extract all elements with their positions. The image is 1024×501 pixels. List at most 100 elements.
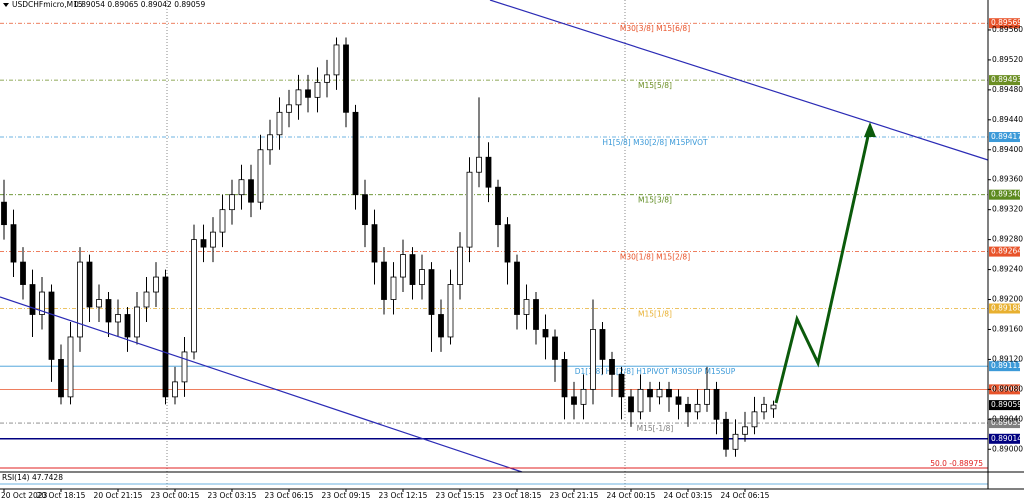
x-tick-label: 20 Oct 21:15 [94, 491, 143, 500]
candle-body [67, 336, 74, 398]
price-tag [989, 132, 1020, 143]
price-tag-label: 0.89569 [991, 18, 1022, 27]
candle-body [742, 426, 748, 435]
y-tick-label: 0.89360 [992, 175, 1023, 184]
candle-body [286, 104, 292, 113]
candle-body [552, 336, 558, 360]
candle-body [400, 254, 406, 278]
candle-body [162, 276, 169, 398]
price-tag-label: 0.89264 [991, 247, 1022, 256]
candle-body [181, 351, 188, 383]
level-label: M15[3/8] [638, 196, 672, 205]
menu-arrow[interactable] [3, 3, 9, 7]
price-tag-label: 0.89111 [991, 361, 1022, 370]
candle-body [637, 388, 644, 413]
price-tag [989, 418, 1020, 429]
y-tick-label: 0.89160 [992, 324, 1023, 333]
x-tick-label: 24 Oct 03:15 [664, 491, 713, 500]
price-tag-label: 0.89080 [991, 384, 1022, 393]
price-tag [989, 361, 1020, 372]
y-tick-label: 0.89000 [992, 444, 1023, 453]
candle-body [523, 299, 530, 315]
candle-body [504, 224, 511, 263]
candle-body [447, 284, 454, 338]
price-tag [989, 433, 1020, 444]
candle-body [210, 231, 216, 248]
y-tick-label: 0.89040 [992, 414, 1023, 423]
candle-body [248, 179, 254, 203]
price-tag-label: 0.89417 [991, 132, 1022, 141]
candle-body [495, 186, 501, 226]
level-label: H1[5/8] M30[2/8] M15PIVOT [602, 138, 708, 147]
candle-body [305, 89, 311, 98]
candle-body [419, 269, 425, 285]
candle-body [685, 403, 691, 413]
y-tick-label: 0.89280 [992, 235, 1023, 244]
x-tick-label: 23 Oct 18:15 [493, 491, 542, 500]
candle-body [124, 314, 131, 338]
candle-body [476, 156, 482, 173]
candle-body [58, 359, 64, 398]
forecast-arrow [774, 126, 872, 404]
y-tick-label: 0.89200 [992, 295, 1023, 304]
candle-body [324, 74, 330, 83]
candle-body [628, 396, 634, 413]
y-tick-label: 0.89400 [992, 145, 1023, 154]
candle-body [599, 329, 606, 360]
candle-body [314, 81, 321, 98]
candle-body [295, 89, 302, 106]
candle-body [257, 149, 264, 203]
candle-body [10, 224, 17, 263]
candle-body [267, 134, 273, 151]
ohlc-text: 0.89054 0.89065 0.89042 0.89059 [74, 0, 205, 9]
rsi-label: RSI(14) 47.7428 [2, 473, 63, 482]
y-tick-label: 0.89480 [992, 85, 1023, 94]
x-tick-label: 23 Oct 12:15 [379, 491, 428, 500]
candle-body [618, 373, 625, 398]
y-tick-label: 0.89560 [992, 25, 1023, 34]
trend-line [0, 296, 523, 473]
price-tag [989, 303, 1020, 314]
candle-body [542, 329, 549, 338]
candle-body [77, 261, 83, 338]
candle-body [352, 111, 359, 196]
y-tick-label: 0.89240 [992, 265, 1023, 274]
candle-body [761, 403, 767, 413]
price-tag-label: 0.89493 [991, 75, 1022, 84]
candle-body [409, 254, 416, 285]
price-tag-label: 0.89035 [991, 418, 1022, 427]
x-tick-label: 24 Oct 06:15 [721, 491, 770, 500]
candle-body [770, 404, 777, 410]
price-tag-label: 0.89340 [991, 190, 1022, 199]
candle-body [590, 329, 596, 390]
candle-body [143, 291, 150, 308]
x-tick-label: 20 Oct 2023 [1, 491, 48, 500]
y-tick-label: 0.89520 [992, 55, 1023, 64]
candle-body [172, 381, 178, 398]
x-tick-label: 23 Oct 03:15 [208, 491, 257, 500]
candle-body [1, 201, 7, 226]
candle-body [105, 299, 112, 323]
candle-body [390, 276, 397, 300]
annotation: 50.0 -0.88975 [930, 459, 983, 468]
price-tag-label: 0.89059 [991, 400, 1022, 409]
candle-body [153, 276, 159, 293]
candle-body [438, 314, 444, 338]
candle-body [713, 388, 720, 420]
x-tick-label: 23 Oct 09:15 [322, 491, 371, 500]
x-tick-label: 23 Oct 15:15 [436, 491, 485, 500]
y-tick-label: 0.89320 [992, 205, 1023, 214]
x-tick-label: 23 Oct 06:15 [265, 491, 314, 500]
level-label: M15[1/8] [638, 310, 672, 319]
candle-body [219, 209, 226, 233]
candle-body [704, 388, 710, 405]
candle-body [39, 291, 45, 315]
price-tag [989, 75, 1020, 86]
x-tick-label: 23 Oct 21:15 [550, 491, 599, 500]
price-tag [989, 384, 1020, 395]
price-tag-label: 0.89188 [991, 304, 1022, 313]
candle-body [115, 314, 121, 323]
candle-body [238, 179, 245, 196]
